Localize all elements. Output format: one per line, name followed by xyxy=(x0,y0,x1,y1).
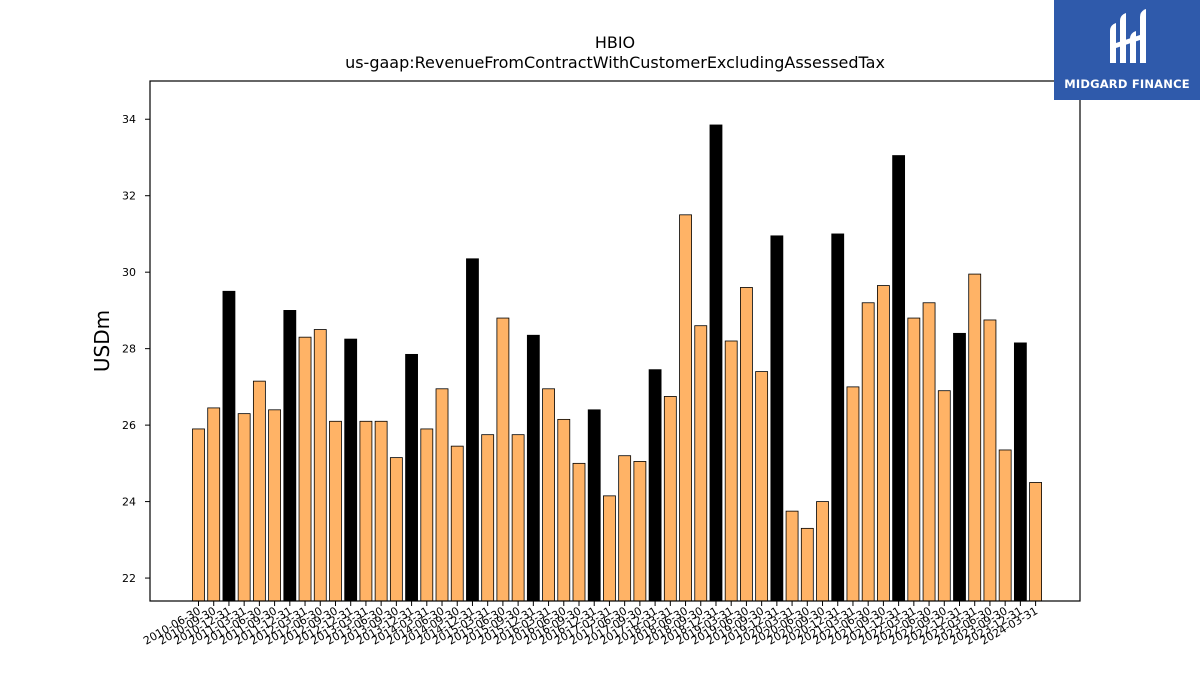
bar-2013-12-31 xyxy=(405,353,418,602)
y-axis-label: USDm xyxy=(90,310,114,372)
y-tick-label: 24 xyxy=(122,496,136,509)
bar-2022-06-30 xyxy=(922,302,936,602)
y-axis-ticks: 22 24 26 28 30 32 34 xyxy=(122,113,150,585)
bar-2017-03-31 xyxy=(603,495,616,602)
bar-2017-06-30 xyxy=(618,455,632,602)
y-tick-label: 22 xyxy=(122,572,136,585)
bar-2015-03-31 xyxy=(481,434,495,602)
y-tick-label: 26 xyxy=(122,419,136,432)
bar-2020-12-31 xyxy=(831,233,845,602)
bar-2012-06-30 xyxy=(313,329,327,602)
bar-2022-09-30 xyxy=(937,390,951,602)
bar-2016-06-30 xyxy=(557,418,571,602)
bar-2011-09-30 xyxy=(268,409,282,602)
bar-2021-12-31 xyxy=(892,155,906,602)
bar-2020-03-31 xyxy=(785,510,799,602)
bar-2017-09-30 xyxy=(633,461,647,602)
bar-2018-12-31 xyxy=(709,124,723,602)
y-tick-label: 28 xyxy=(122,343,136,356)
bar-2011-12-31 xyxy=(283,310,297,602)
bar-2016-09-30 xyxy=(572,462,586,602)
bar-2022-12-31 xyxy=(953,332,966,602)
bar-2011-03-31 xyxy=(237,413,251,602)
bar-2019-12-31 xyxy=(770,235,784,602)
bar-2014-09-30 xyxy=(450,445,464,602)
bar-2024-03-31 xyxy=(1029,482,1042,602)
bar-2013-09-30 xyxy=(389,457,403,602)
bar-2020-06-30 xyxy=(800,527,814,602)
bar-2016-12-31 xyxy=(587,409,601,602)
midgard-logo-icon xyxy=(1110,9,1146,63)
bar-2013-03-31 xyxy=(359,420,373,602)
bars-group xyxy=(192,124,1042,602)
bar-2015-12-31 xyxy=(526,334,540,602)
bar-2014-12-31 xyxy=(466,258,479,602)
bar-2018-03-31 xyxy=(663,396,677,602)
x-axis-ticks: 2010-06-302010-09-302010-12-312011-03-31… xyxy=(141,601,1040,648)
bar-2014-06-30 xyxy=(435,388,449,602)
bar-2011-06-30 xyxy=(252,380,266,602)
bar-2010-06-30 xyxy=(192,428,205,602)
chart-title: HBIO xyxy=(595,33,635,52)
bar-2021-09-30 xyxy=(877,285,890,602)
y-tick-label: 30 xyxy=(122,266,136,279)
bar-2023-12-31 xyxy=(1013,342,1027,602)
bar-2023-09-30 xyxy=(998,449,1012,602)
bar-2023-03-31 xyxy=(968,273,982,602)
plot-frame xyxy=(149,80,1081,602)
logo-text: MIDGARD FINANCE xyxy=(1064,77,1190,91)
y-tick-label: 34 xyxy=(122,113,136,126)
bar-2010-09-30 xyxy=(207,407,221,602)
bar-2021-03-31 xyxy=(846,386,860,602)
bar-2010-12-31 xyxy=(222,290,236,602)
bar-2014-03-31 xyxy=(420,428,434,602)
y-tick-label: 32 xyxy=(122,190,136,203)
bar-2012-12-31 xyxy=(344,338,358,602)
bar-2018-06-30 xyxy=(679,214,692,602)
bar-2017-12-31 xyxy=(648,369,662,602)
bar-2019-03-31 xyxy=(724,340,738,602)
bar-2019-06-30 xyxy=(740,287,753,602)
bar-2012-03-31 xyxy=(298,336,312,602)
bar-2013-06-30 xyxy=(374,420,388,602)
bar-2016-03-31 xyxy=(542,388,555,602)
bar-2020-09-30 xyxy=(816,501,829,602)
bar-2015-06-30 xyxy=(496,317,510,602)
chart-subtitle: us-gaap:RevenueFromContractWithCustomerE… xyxy=(345,53,885,72)
bar-2019-09-30 xyxy=(755,371,769,602)
bar-2018-09-30 xyxy=(694,325,708,602)
bar-2023-06-30 xyxy=(983,319,997,602)
bar-2021-06-30 xyxy=(861,302,875,602)
bar-2012-09-30 xyxy=(329,420,342,602)
brand-logo: MIDGARD FINANCE xyxy=(1054,0,1200,100)
bar-2022-03-31 xyxy=(907,317,921,602)
bar-2015-09-30 xyxy=(511,434,525,602)
